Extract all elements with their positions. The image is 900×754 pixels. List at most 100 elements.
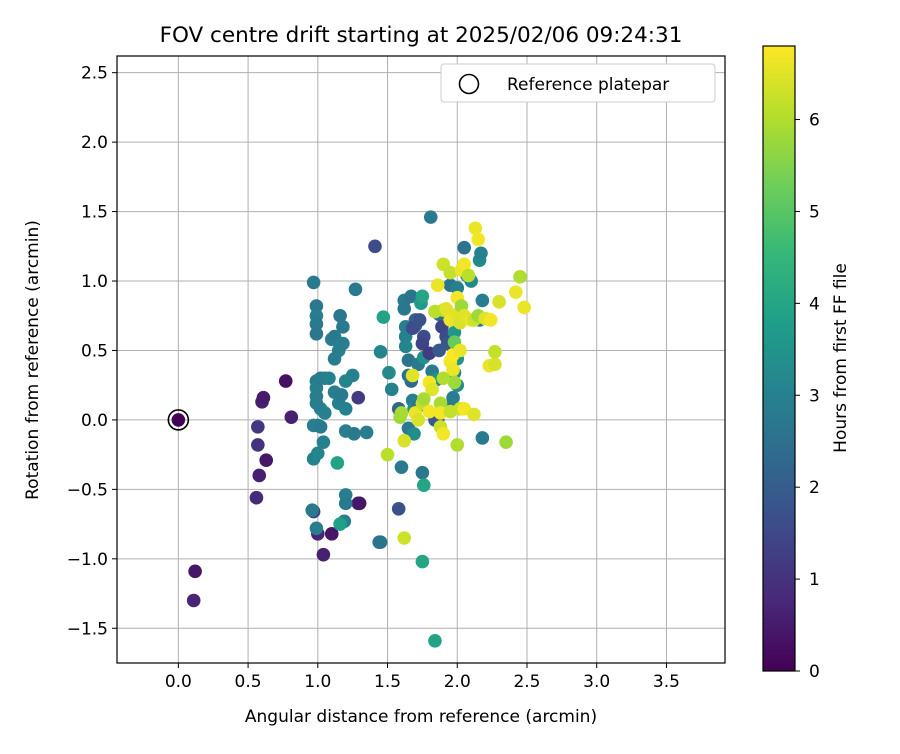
data-point	[475, 431, 490, 445]
colorbar-ticks: 0 1 2 3 4 5 6	[795, 111, 820, 682]
data-point	[416, 392, 431, 406]
data-points	[167, 210, 531, 648]
data-point	[415, 554, 430, 569]
data-point	[430, 278, 445, 292]
y-tick-label: 0.5	[81, 341, 108, 361]
data-point	[446, 390, 460, 405]
plot-frame	[116, 55, 726, 664]
data-point	[309, 521, 324, 536]
data-point	[384, 382, 399, 397]
data-point	[394, 460, 409, 474]
data-point	[468, 221, 483, 236]
legend: Reference platepar	[440, 63, 716, 103]
data-point	[309, 327, 324, 341]
colorbar-tick-label: 3	[809, 386, 820, 406]
data-point	[373, 535, 388, 549]
data-point	[338, 496, 353, 511]
data-point	[450, 281, 465, 295]
data-point	[404, 289, 419, 304]
data-point	[443, 265, 458, 280]
data-point	[311, 446, 325, 461]
data-point	[259, 453, 274, 468]
data-point	[397, 302, 412, 316]
y-tick-label: −1.5	[67, 619, 108, 639]
data-point	[513, 270, 527, 284]
colorbar-tick-label: 0	[809, 662, 820, 682]
data-point	[278, 374, 293, 388]
data-point	[322, 371, 336, 386]
data-point	[415, 336, 430, 351]
data-point	[382, 365, 396, 380]
reference-platepar-marker	[167, 409, 190, 431]
data-point	[336, 320, 350, 334]
data-point	[398, 339, 413, 354]
data-point	[394, 406, 409, 420]
colorbar-label: Hours from first FF file	[831, 263, 851, 453]
y-axis-label: Rotation from reference (arcmin)	[23, 220, 43, 500]
data-point	[492, 295, 506, 309]
data-point	[425, 382, 439, 397]
x-tick-label: 0.0	[165, 672, 192, 692]
x-tick-label: 2.0	[444, 672, 471, 692]
colorbar-tick-label: 2	[809, 478, 820, 498]
data-point	[359, 425, 374, 440]
data-point	[333, 308, 347, 323]
data-point	[474, 246, 488, 261]
data-point	[251, 420, 265, 434]
data-point	[324, 527, 339, 541]
data-point	[432, 343, 446, 358]
data-point	[309, 317, 324, 331]
data-point	[327, 352, 342, 366]
data-point	[412, 313, 427, 327]
data-point	[467, 407, 481, 422]
legend-box	[440, 63, 716, 103]
data-point	[334, 388, 349, 402]
data-point	[316, 547, 331, 562]
data-point	[439, 302, 453, 316]
data-point	[368, 239, 382, 254]
data-point	[336, 336, 350, 351]
data-point	[447, 375, 462, 390]
data-point	[405, 368, 420, 383]
colorbar-gradient	[762, 45, 796, 672]
data-point	[306, 275, 321, 290]
data-point	[316, 435, 331, 449]
data-point	[488, 345, 502, 359]
data-point	[251, 438, 265, 452]
data-point	[457, 257, 472, 272]
data-point	[483, 313, 498, 327]
data-point	[428, 633, 442, 648]
data-point	[309, 299, 324, 313]
y-tick-label: 1.5	[81, 203, 108, 223]
data-point	[305, 503, 320, 518]
data-point	[188, 564, 202, 579]
data-point	[338, 402, 353, 416]
data-point	[351, 390, 366, 405]
data-point	[422, 404, 437, 419]
data-point	[348, 282, 363, 297]
data-point	[509, 285, 523, 299]
data-point	[415, 289, 430, 304]
colorbar-tick-label: 4	[809, 294, 820, 314]
legend-marker-reference	[458, 73, 480, 95]
x-tick-label: 1.5	[374, 672, 401, 692]
axis-ticks: 0.0 0.5 1.0 1.5 2.0 2.5 3.0 3.5 −1.5 −1.0 −0.5 0.0 0…	[67, 64, 680, 692]
data-point	[411, 413, 426, 427]
data-point	[436, 371, 451, 386]
data-point	[397, 433, 412, 448]
data-point	[373, 345, 388, 359]
data-point	[333, 517, 347, 531]
data-point	[433, 396, 448, 411]
data-point	[423, 210, 438, 224]
data-point	[453, 343, 467, 358]
y-tick-label: −0.5	[67, 480, 108, 500]
data-point	[391, 502, 406, 516]
data-point	[407, 427, 421, 441]
x-tick-label: 2.5	[513, 672, 540, 692]
x-tick-label: 0.5	[235, 672, 262, 692]
data-point	[338, 374, 353, 388]
x-axis-label: Angular distance from reference (arcmin)	[245, 707, 597, 727]
data-point	[252, 468, 267, 483]
colorbar-tick-label: 1	[809, 570, 820, 590]
